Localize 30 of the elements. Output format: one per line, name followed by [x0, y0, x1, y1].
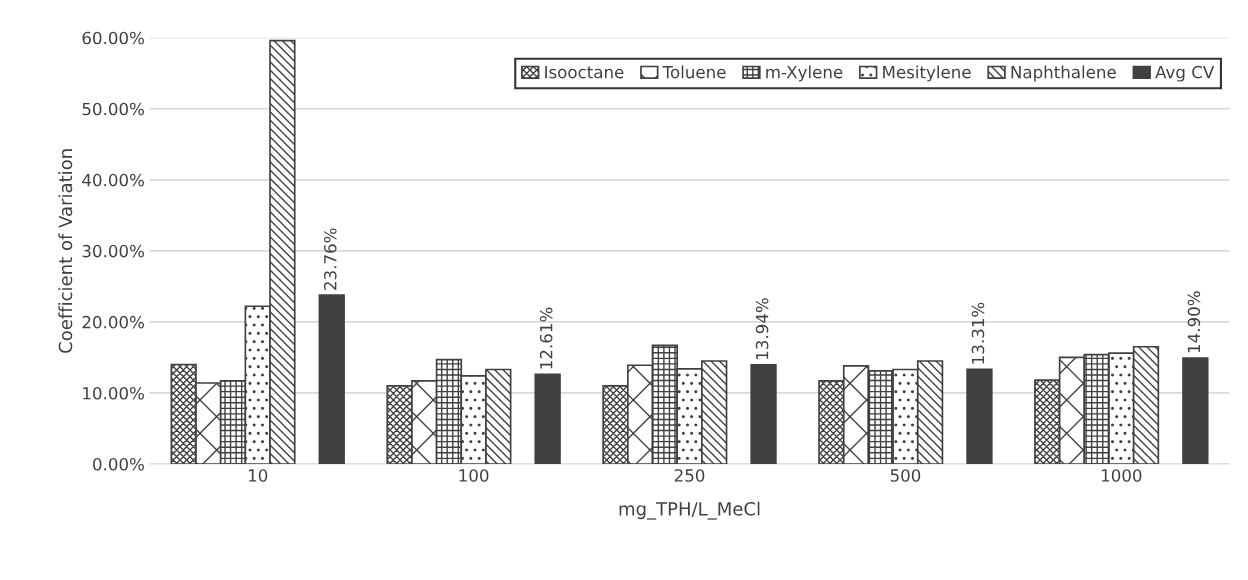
y-tick-label: 0.00%: [93, 457, 144, 471]
x-tick-label: 1000: [1101, 469, 1142, 482]
x-tick-label: 10: [248, 469, 268, 482]
y-tick-label: 50.00%: [82, 102, 144, 116]
x-tick-label: 500: [890, 469, 921, 482]
data-label: 13.31%: [971, 302, 985, 364]
legend-label: Isooctane: [545, 66, 624, 79]
y-tick-label: 30.00%: [82, 244, 144, 258]
bar: [318, 294, 345, 464]
data-label: 23.76%: [323, 228, 337, 290]
data-label: 12.61%: [539, 307, 553, 369]
y-tick-label: 40.00%: [82, 173, 144, 187]
y-axis-title: Coefficient of Variation: [58, 149, 73, 353]
bar: [534, 373, 561, 464]
x-tick-label: 100: [459, 469, 489, 482]
bar: [750, 364, 777, 464]
legend-label: m-Xylene: [766, 65, 843, 82]
y-tick-label: 20.00%: [82, 315, 144, 329]
data-label: 13.94%: [755, 298, 769, 359]
bar: [1182, 357, 1209, 464]
x-axis-title: mg_TPH/L_MeCl: [619, 501, 760, 520]
y-tick-label: 10.00%: [83, 386, 144, 400]
y-tick-label: 60.00%: [82, 31, 144, 45]
bar: [966, 368, 993, 464]
legend-label: Avg CV: [1155, 65, 1215, 82]
legend-label: Mesitylene: [883, 65, 971, 82]
data-label: 14.90%: [1187, 291, 1201, 353]
legend-label: Naphthalene: [1011, 65, 1116, 82]
x-tick-label: 250: [674, 469, 705, 482]
legend-label: Toluene: [662, 65, 726, 79]
